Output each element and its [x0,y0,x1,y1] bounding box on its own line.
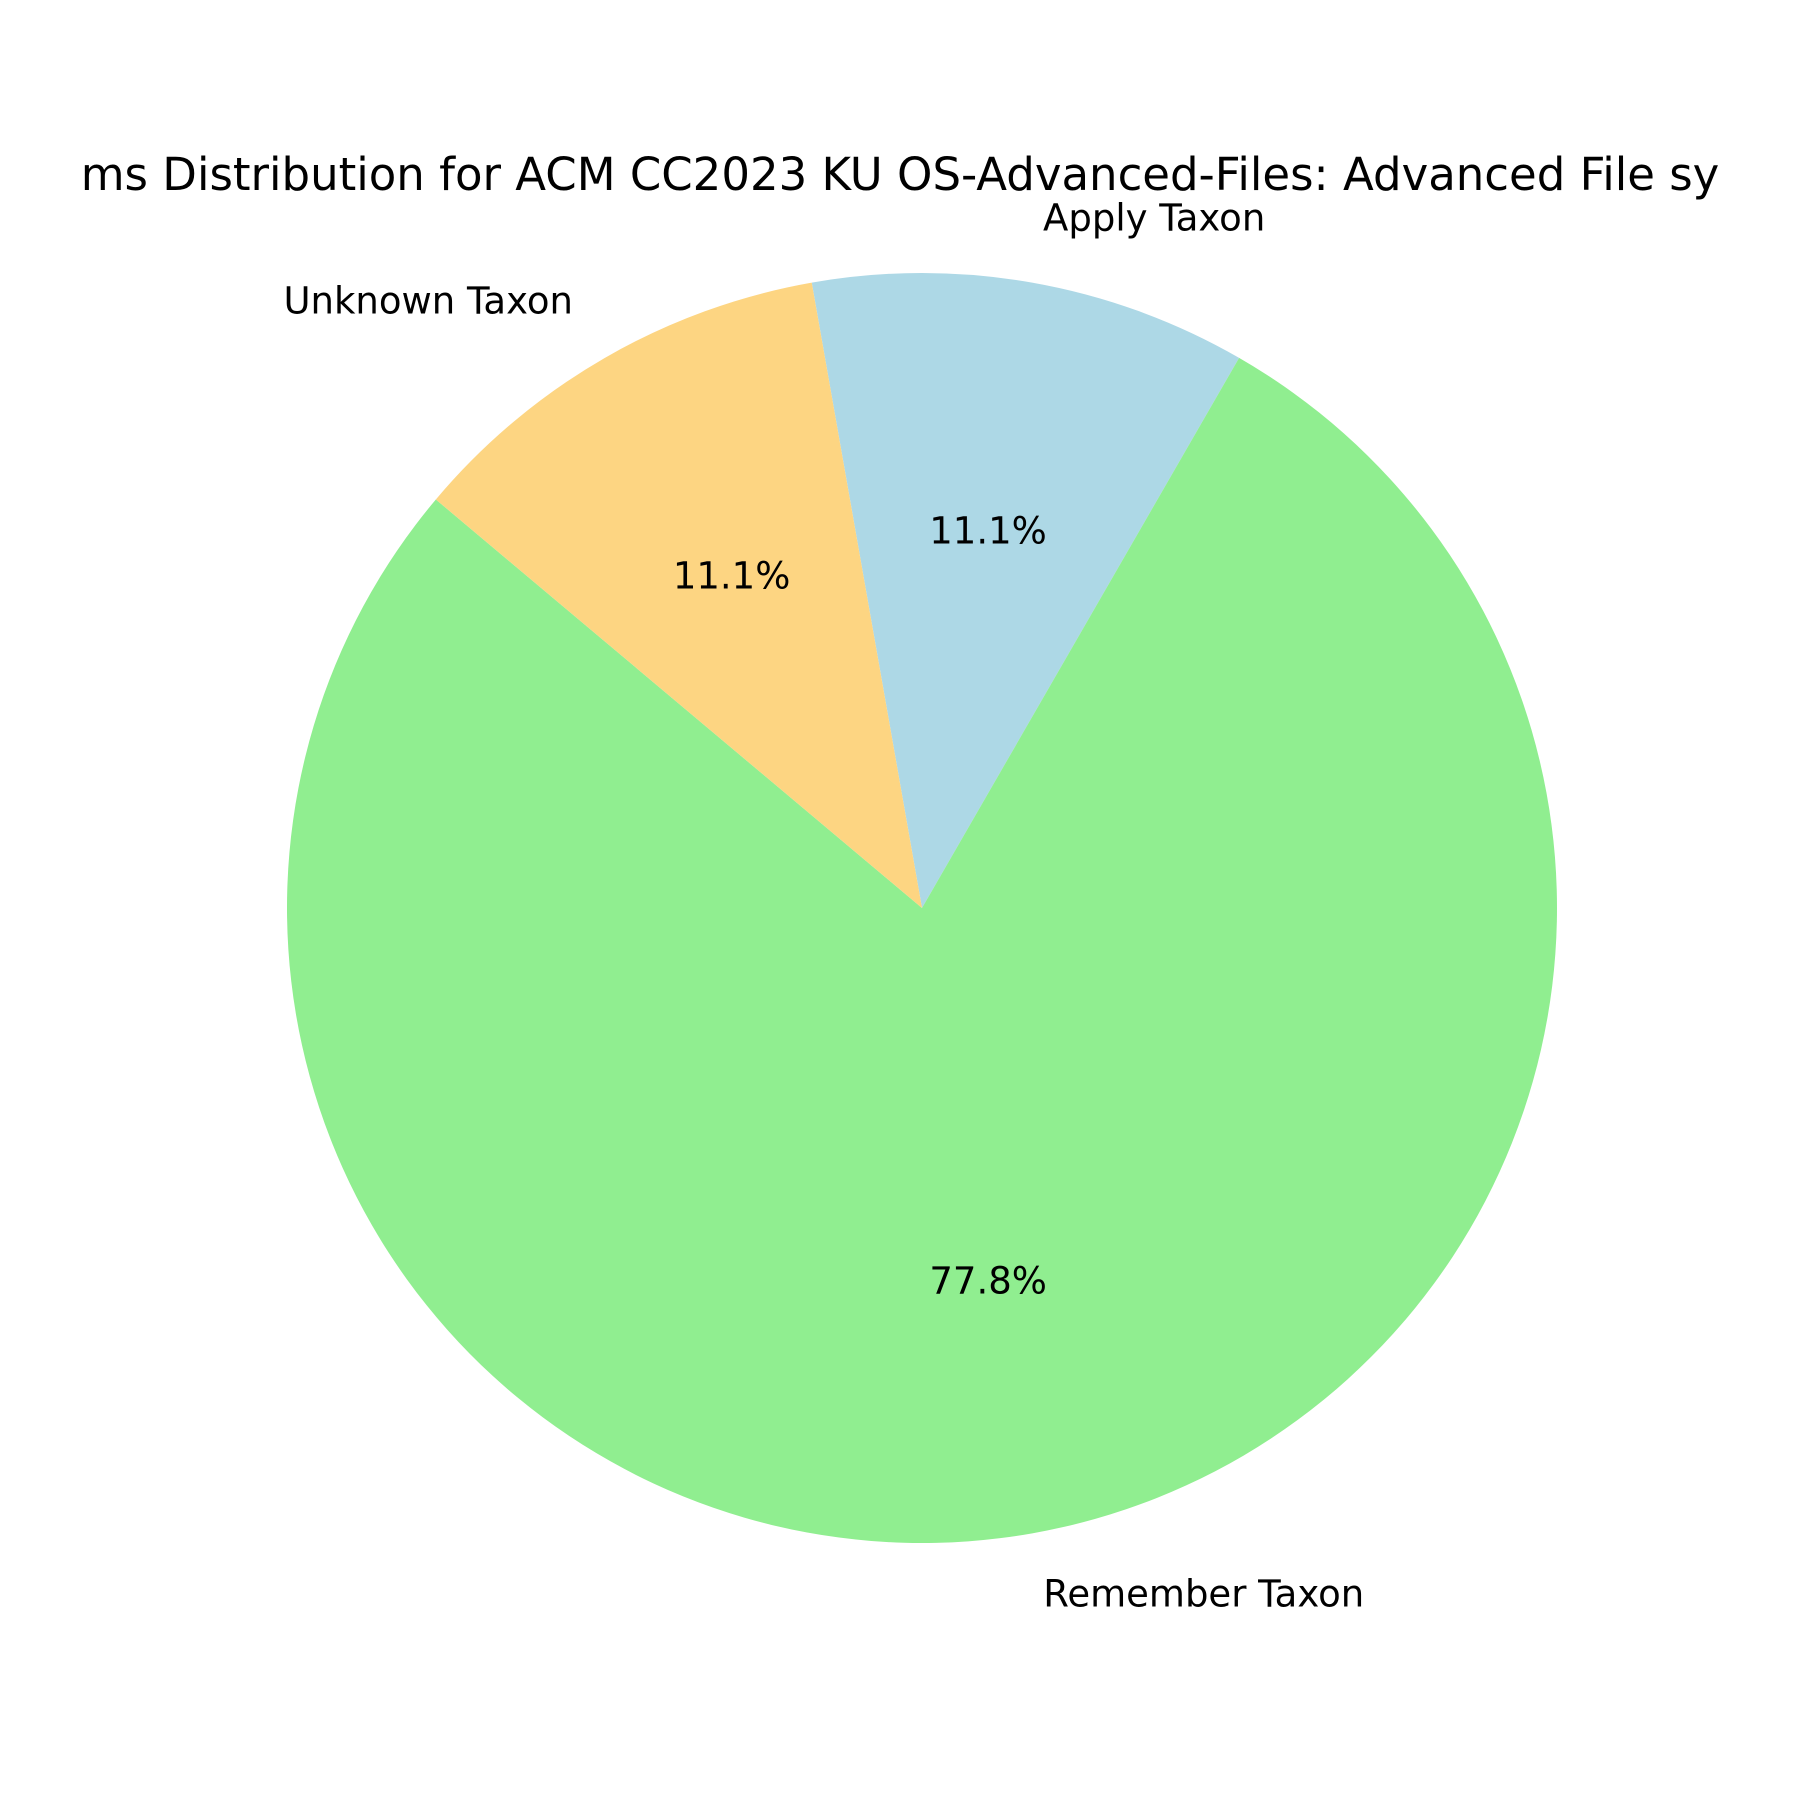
slice-percent-remember-taxon: 77.8% [929,1260,1047,1303]
slice-label-remember-taxon: Remember Taxon [1043,1572,1364,1615]
pie-slice-unknown-taxon [435,282,922,908]
slice-percent-apply-taxon: 11.1% [929,509,1047,552]
pie-slice-remember-taxon [287,357,1557,1544]
pie-slice-apply-taxon [811,273,1240,908]
chart-title: ms Distribution for ACM CC2023 KU OS-Adv… [81,148,1720,201]
slice-label-unknown-taxon: Unknown Taxon [283,279,573,322]
slice-percent-unknown-taxon: 11.1% [673,554,791,597]
slice-label-apply-taxon: Apply Taxon [1043,197,1265,240]
pie-labels: Apply Taxon 11.1% Remember Taxon 77.8% Unkno… [283,197,1364,1616]
pie-slices [287,273,1557,1544]
